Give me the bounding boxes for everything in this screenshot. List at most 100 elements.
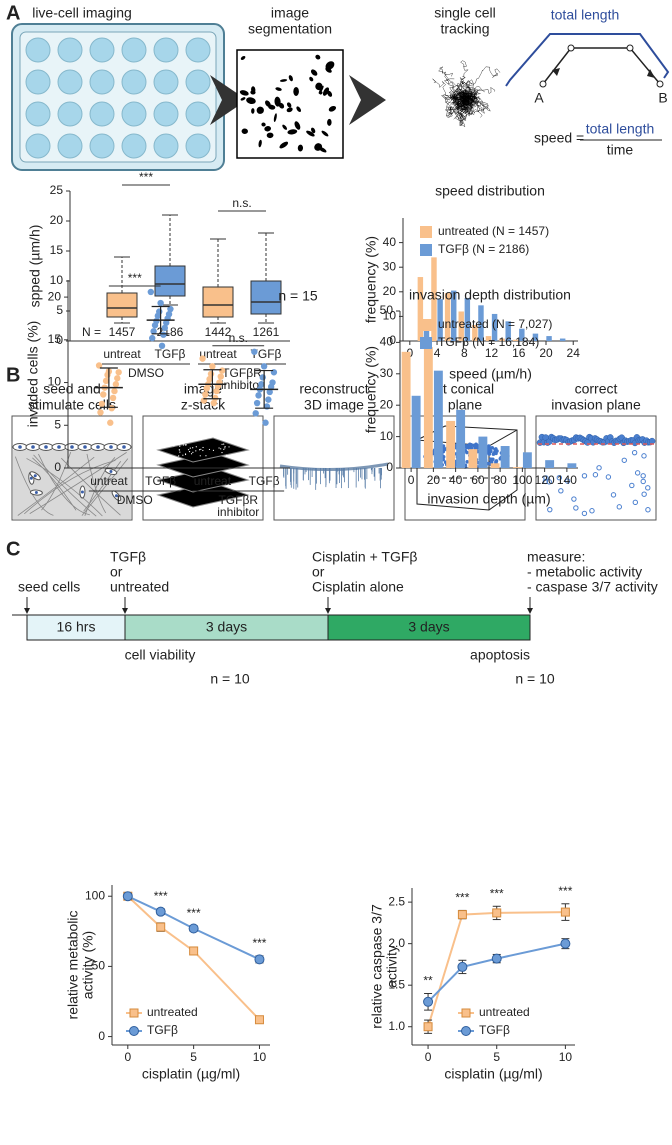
point [154, 312, 162, 320]
y-tick-label: 1.0 [388, 1019, 405, 1033]
x-axis-label: invasion depth (µm) [427, 491, 550, 507]
bar [522, 452, 532, 468]
cell-blob [246, 97, 256, 105]
well [89, 101, 115, 127]
invaded-cell [640, 473, 646, 479]
y-axis-label: activity [384, 945, 400, 988]
count: 1457 [109, 325, 136, 339]
dot [202, 449, 204, 452]
bar [500, 446, 510, 468]
point [102, 377, 110, 385]
dot [190, 453, 193, 455]
y-tick-label: 20 [50, 213, 64, 227]
panel-label: B [6, 364, 20, 386]
well [121, 37, 147, 63]
count: 1442 [205, 325, 232, 339]
cell-blob [258, 139, 262, 148]
point [266, 388, 273, 396]
path-vertex [567, 44, 575, 52]
x-tick-label: 5 [493, 1050, 500, 1064]
significance-label: n.s. [232, 196, 251, 210]
well [153, 133, 179, 159]
invaded-cell [645, 485, 651, 491]
y-tick-label: 0 [54, 460, 61, 474]
event-label: - metabolic activity [527, 564, 642, 580]
y-axis-label: relative metabolic [65, 911, 81, 1020]
y-tick-label: 20 [380, 397, 394, 411]
step-title: 3D image [304, 397, 364, 413]
cell-blob [273, 113, 277, 123]
phase [327, 614, 531, 641]
cell-blob [318, 85, 324, 94]
y-tick-label: 40 [383, 235, 397, 249]
point [163, 319, 170, 326]
cell-blob [327, 90, 333, 97]
point [258, 381, 265, 388]
y-tick-label: 30 [383, 259, 397, 273]
point [253, 399, 261, 407]
point [160, 331, 167, 338]
step-title: reconstruct [299, 381, 368, 397]
track [454, 99, 467, 121]
point [199, 355, 206, 362]
legend-swatch [420, 226, 432, 238]
y-tick-label: 20 [383, 284, 397, 298]
step-title: fit conical [436, 381, 494, 397]
y-axis-label: activity (%) [80, 931, 96, 999]
point [210, 399, 217, 407]
y-axis-label: frequency (%) [363, 236, 379, 323]
event-arrowhead [527, 608, 533, 614]
point [151, 322, 159, 329]
well [25, 69, 51, 95]
cell-blob [240, 55, 246, 60]
event-label: TGFβ [110, 549, 146, 565]
well [89, 69, 115, 95]
invaded-cell [592, 472, 599, 478]
event-label: seed cells [18, 579, 80, 595]
phase-label: 3 days [408, 619, 449, 635]
nucleus [44, 445, 48, 449]
nucleus [80, 490, 84, 494]
invaded-cell [631, 449, 638, 456]
nucleus [34, 491, 38, 495]
point [111, 387, 118, 395]
path-line [542, 47, 661, 85]
x-axis-label: speed (µm/h) [449, 366, 532, 382]
bar [499, 338, 505, 341]
y-tick-label: 1.5 [388, 977, 405, 991]
x-tick-label: 100 [512, 473, 532, 487]
x-tick-label: TGFβ [249, 474, 280, 488]
dot [228, 446, 230, 448]
significance-label: n.s. [229, 331, 248, 345]
track [438, 66, 466, 101]
step-title: seed and [43, 381, 101, 397]
dot [178, 449, 180, 451]
nucleus [33, 474, 37, 478]
y-tick-label: 0 [389, 333, 396, 347]
point [158, 342, 166, 349]
series-line [127, 895, 261, 1021]
point [262, 419, 269, 426]
dot [221, 443, 223, 445]
cell-blob [274, 96, 281, 107]
fit-point [475, 446, 480, 450]
well [185, 101, 211, 127]
dot [192, 447, 194, 449]
bar [567, 463, 577, 468]
invaded-cell [556, 475, 563, 481]
step-title: live-cell imaging [32, 5, 132, 21]
dot [173, 445, 175, 447]
surface-cell [648, 437, 656, 445]
y-tick-label: 10 [380, 429, 394, 443]
x-tick-label: TGFβ [145, 474, 176, 488]
dot [221, 451, 223, 454]
fit-point [490, 445, 495, 450]
well [25, 101, 51, 127]
well [57, 69, 83, 95]
chart-title: apoptosis [470, 647, 530, 663]
bar [519, 328, 525, 341]
well [57, 133, 83, 159]
point [98, 400, 106, 408]
cell-blob [315, 82, 323, 91]
fit-point [491, 457, 495, 462]
